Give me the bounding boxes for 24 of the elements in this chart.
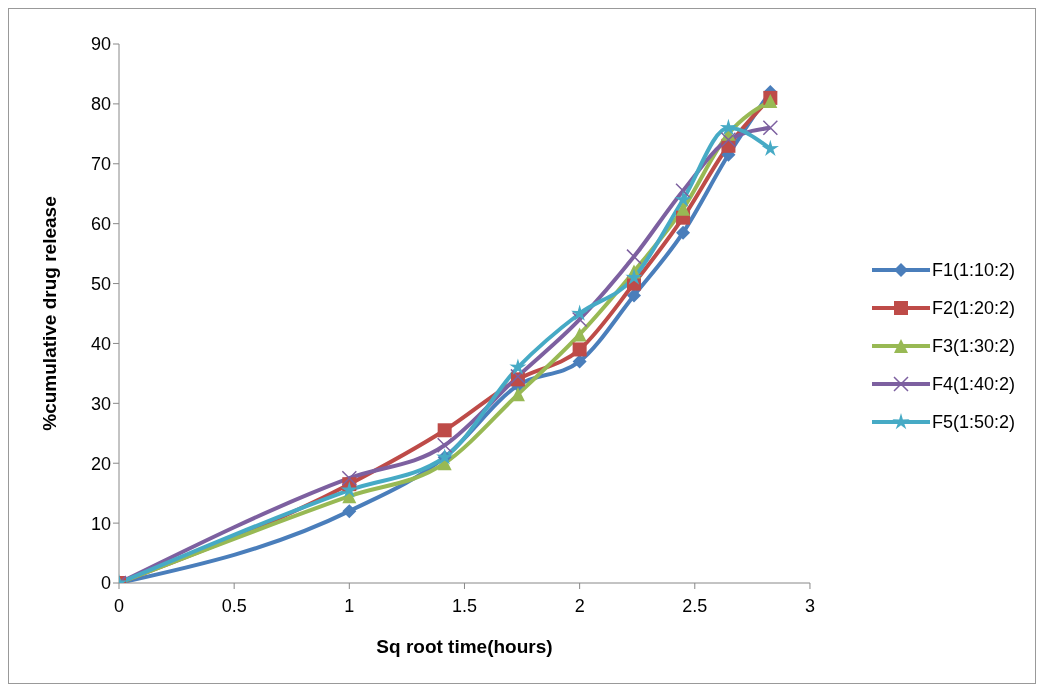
legend-label: F5(1:50:2): [931, 411, 1015, 434]
x-tick-label: 1: [344, 595, 355, 616]
x-tick-label: 0.5: [221, 595, 247, 616]
x-tick-label: 2.5: [682, 595, 708, 616]
y-tick-label: 30: [90, 393, 111, 414]
y-tick-label: 0: [100, 573, 111, 594]
y-tick-label: 60: [90, 214, 111, 235]
x-axis-title: Sq root time(hours): [376, 636, 553, 657]
x-tick-label: 0: [113, 595, 125, 616]
x-tick-label: 1.5: [451, 595, 477, 616]
legend-label: F2(1:20:2): [931, 297, 1015, 320]
y-tick-label: 10: [90, 513, 111, 534]
legend-label: F4(1:40:2): [931, 373, 1015, 396]
y-tick-label: 40: [90, 333, 111, 354]
y-tick-label: 50: [90, 273, 111, 294]
y-tick-label: 90: [90, 34, 111, 55]
x-tick-label: 3: [804, 595, 815, 616]
legend-label: F1(1:10:2): [931, 259, 1015, 282]
y-tick-label: 20: [90, 453, 111, 474]
y-tick-label: 80: [90, 94, 111, 115]
y-tick-label: 70: [90, 154, 111, 175]
x-tick-label: 2: [574, 595, 585, 616]
legend-label: F3(1:30:2): [931, 335, 1015, 358]
y-axis-title: %cumulative drug release: [38, 196, 60, 431]
